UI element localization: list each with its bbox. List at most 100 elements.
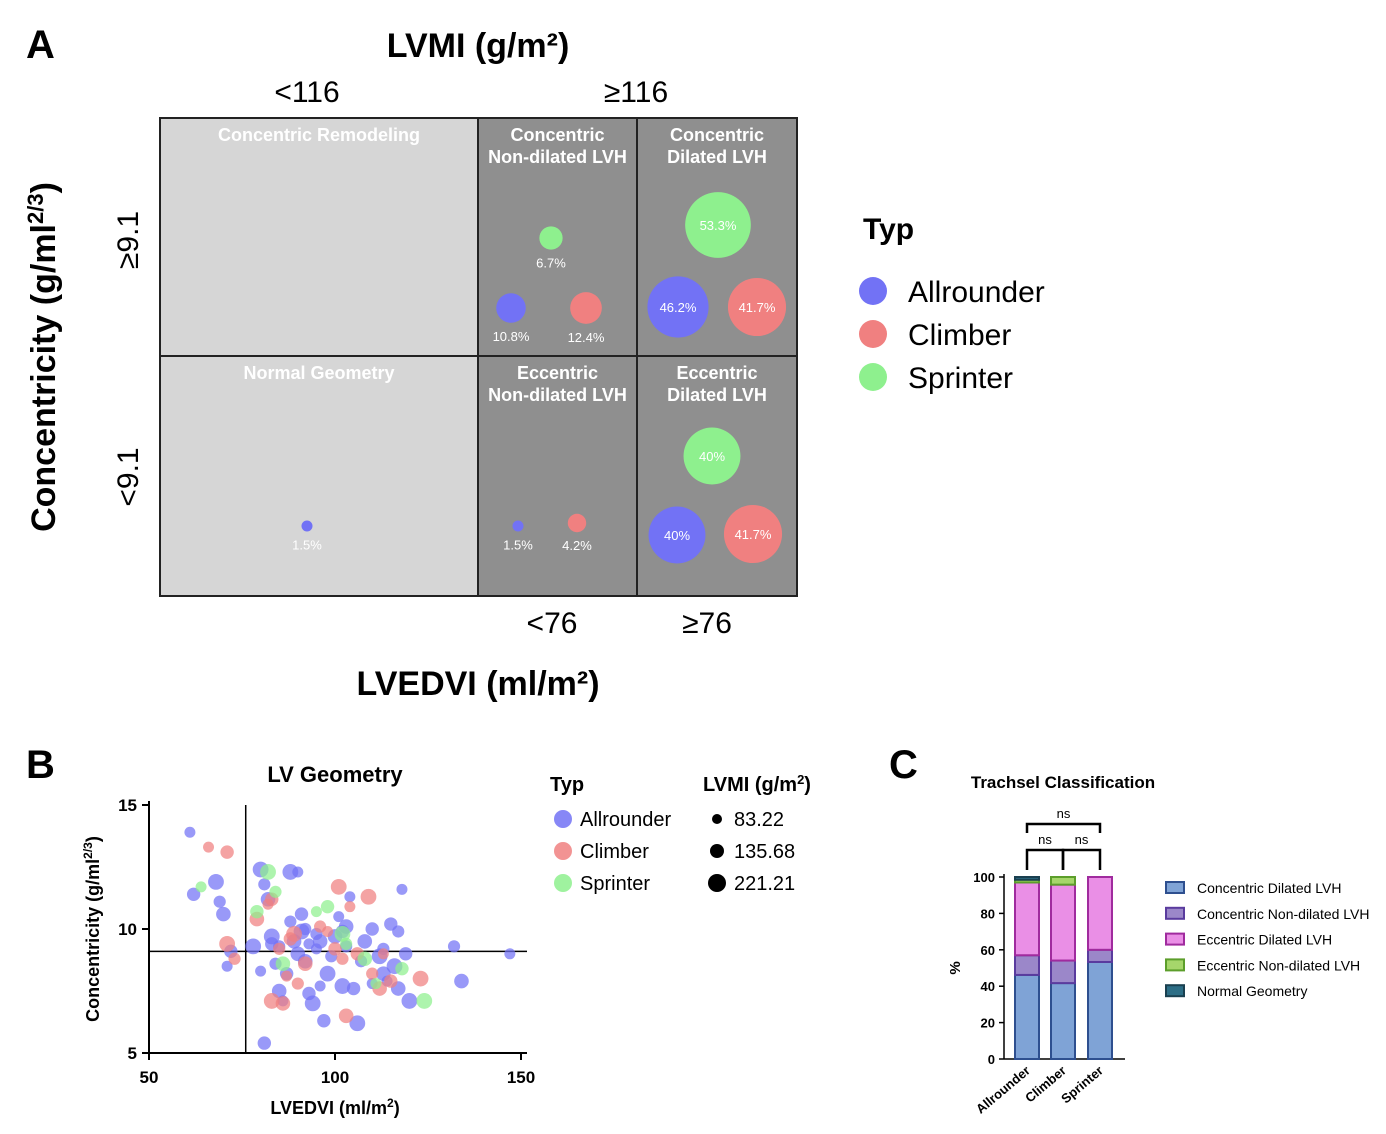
significance-label: ns — [1038, 832, 1052, 847]
point-sprinter — [357, 951, 373, 967]
left-tick-high: ≥9.1 — [112, 211, 145, 269]
point-climber — [377, 948, 389, 960]
point-sprinter — [395, 961, 409, 976]
size-legend-label: 135.68 — [734, 841, 795, 863]
point-allrounder — [255, 965, 267, 977]
stacked-legend-swatch — [1165, 958, 1185, 972]
point-climber — [275, 996, 291, 1011]
stacked-legend-label: Eccentric Dilated LVH — [1197, 932, 1332, 948]
x-tick-label: 150 — [507, 1068, 535, 1087]
bubble-allrounder — [648, 506, 706, 564]
significance-bracket — [1061, 848, 1102, 870]
point-climber — [273, 942, 286, 955]
top-tick-high: ≥116 — [604, 76, 668, 109]
bubble-sprinter — [685, 192, 751, 258]
matrix-cell — [478, 356, 637, 596]
left-axis-title: Concentricity (g/ml2/3) — [23, 182, 63, 532]
stacked-y-tick-label: 100 — [973, 870, 995, 885]
point-allrounder — [349, 1015, 366, 1032]
bubble-matrix: Concentric Remodeling ConcentricNon-dilat… — [159, 117, 798, 597]
x-tick-label: 50 — [140, 1068, 159, 1087]
point-allrounder — [310, 943, 322, 955]
stacked-x-tick-label: Sprinter — [1058, 1063, 1106, 1107]
point-climber — [220, 845, 234, 859]
bubble-label: 46.2% — [660, 300, 697, 315]
bar-segment — [1087, 948, 1113, 963]
point-allrounder — [299, 922, 312, 936]
matrix-cell — [160, 356, 478, 596]
cell-title: Dilated LVH — [667, 147, 767, 167]
panel-label-c: C — [889, 743, 918, 787]
stacked-legend-label: Concentric Non-dilated LVH — [1197, 906, 1370, 922]
bar-segment — [1050, 982, 1076, 1061]
bubble-label: 12.4% — [568, 330, 605, 345]
scatter-xlabel: LVEDVI (ml/m2) — [270, 1096, 399, 1118]
stacked-y-tick-label: 40 — [981, 979, 995, 994]
cell-title: Concentric — [510, 125, 604, 145]
point-climber — [384, 974, 398, 988]
point-allrounder — [284, 915, 297, 928]
panel-label-a: A — [26, 23, 55, 67]
size-legend-marker — [708, 874, 726, 892]
significance-label: ns — [1057, 806, 1071, 821]
point-sprinter — [310, 906, 322, 918]
bubble-label: 41.7% — [739, 300, 776, 315]
y-tick-label: 15 — [118, 796, 137, 815]
bar-segment — [1050, 959, 1076, 985]
legend-a-label: Climber — [908, 319, 1011, 352]
scatter-legend-marker-allrounder — [554, 810, 572, 828]
point-allrounder — [401, 993, 418, 1009]
legend-a-marker-climber — [859, 320, 887, 348]
scatter-title: LV Geometry — [267, 762, 403, 787]
point-sprinter — [320, 899, 335, 914]
point-climber — [366, 967, 379, 980]
point-sprinter — [250, 904, 264, 919]
point-climber — [203, 841, 215, 853]
significance-label: ns — [1075, 832, 1089, 847]
point-allrounder — [292, 866, 304, 878]
cell-title: Eccentric — [517, 363, 598, 383]
point-climber — [314, 920, 327, 933]
point-allrounder — [454, 973, 469, 989]
size-legend-title: LVMI (g/m2) — [703, 772, 811, 796]
point-allrounder — [317, 1014, 331, 1028]
bar-segment — [1087, 960, 1113, 1061]
top-tick-low: <116 — [274, 76, 339, 109]
point-climber — [360, 888, 377, 905]
bar-segment — [1014, 954, 1040, 976]
bubble-label: 1.5% — [503, 538, 533, 553]
point-allrounder — [357, 934, 373, 949]
point-allrounder — [346, 981, 361, 996]
point-allrounder — [398, 947, 413, 961]
bubble-sprinter — [683, 427, 741, 485]
bubble-allrounder — [647, 276, 709, 338]
point-allrounder — [334, 978, 351, 994]
stacked-y-tick-label: 80 — [981, 906, 995, 921]
point-climber — [263, 993, 280, 1009]
significance-bracket — [1025, 848, 1065, 870]
bubble-label: 40% — [664, 528, 690, 543]
left-tick-low: <9.1 — [112, 447, 145, 506]
bubble-label: 10.8% — [493, 329, 530, 344]
stacked-title: Trachsel Classification — [971, 773, 1155, 792]
scatter-legend-marker-climber — [554, 842, 572, 860]
scatter-legend-label: Allrounder — [580, 809, 672, 831]
bar-segment — [1050, 876, 1076, 886]
stacked-legend-label: Concentric Dilated LVH — [1197, 880, 1341, 896]
point-allrounder — [208, 873, 224, 890]
bottom-axis-title: LVEDVI (ml/m²) — [356, 665, 599, 703]
y-tick-label: 10 — [118, 920, 137, 939]
point-allrounder — [396, 883, 408, 895]
legend-a: Allrounder Climber Sprinter — [859, 276, 1045, 395]
point-allrounder — [365, 922, 379, 936]
panel-label-b: B — [26, 743, 55, 787]
legend-a-marker-sprinter — [859, 363, 887, 391]
size-legend-marker — [712, 814, 722, 824]
stacked-y-tick-label: 60 — [981, 943, 995, 958]
legend-a-marker-allrounder — [859, 277, 887, 305]
bubble-allrounder — [512, 520, 524, 532]
bottom-tick-low: <76 — [527, 607, 578, 640]
scatter-ylabel: Concentricity (g/ml2/3) — [81, 836, 103, 1022]
size-legend-label: 83.22 — [734, 809, 784, 831]
